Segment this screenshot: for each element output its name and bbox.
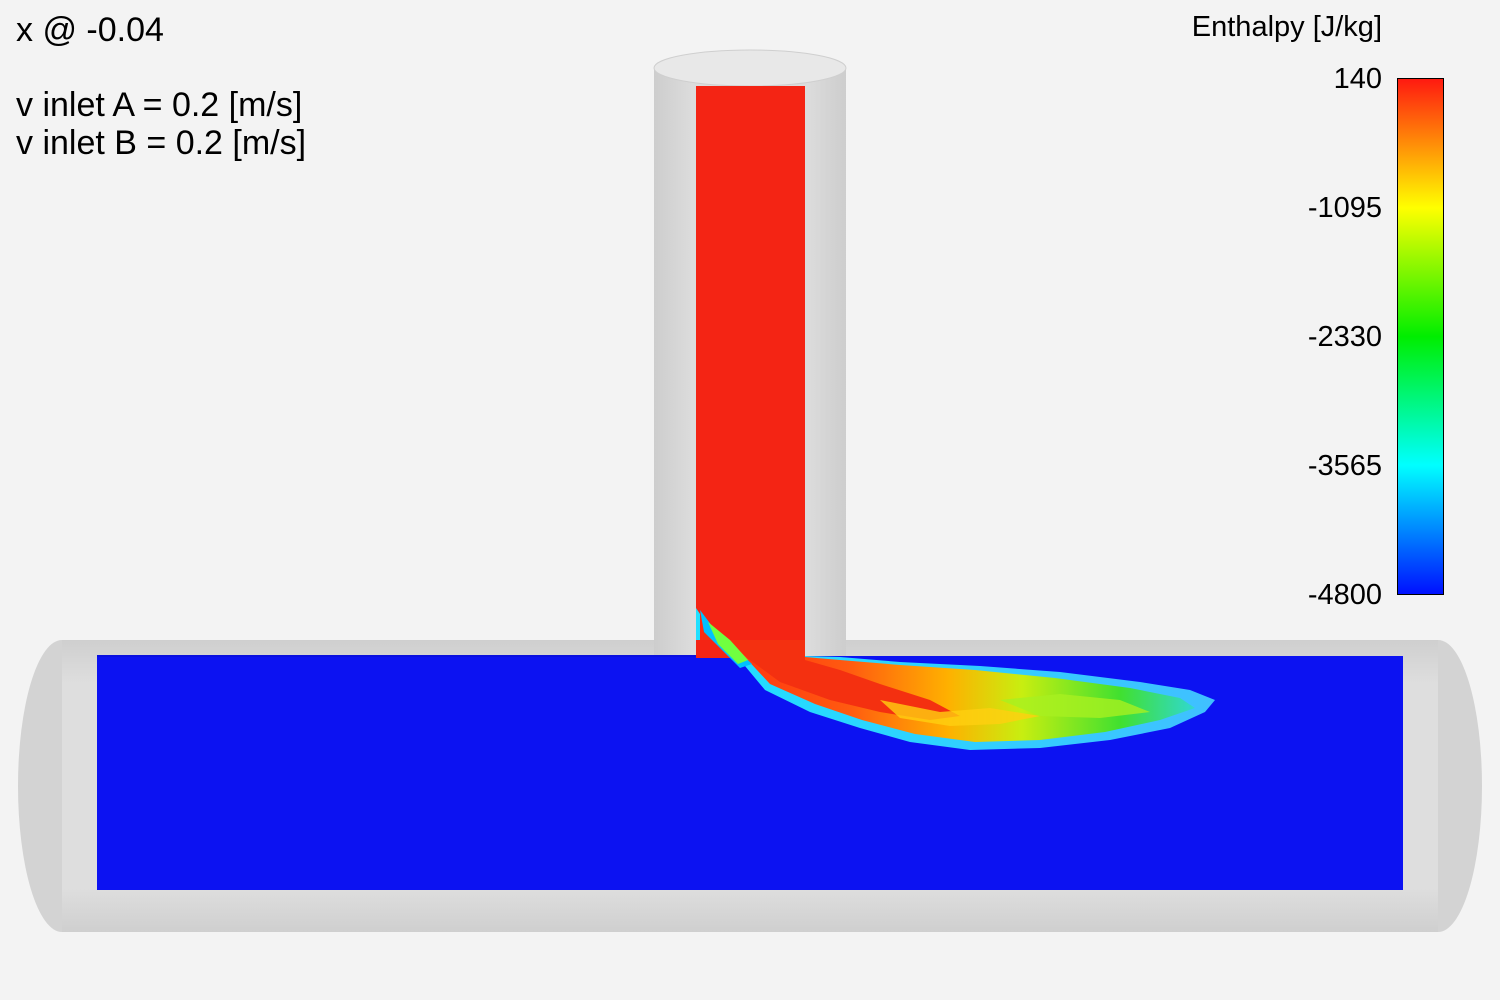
- inlet-a-velocity-label: v inlet A = 0.2 [m/s]: [16, 86, 303, 124]
- hot-fluid-region: [696, 86, 805, 658]
- colorbar: [1397, 78, 1444, 595]
- legend-tick-label: -2330: [1307, 321, 1382, 353]
- legend-tick-label: -4800: [1307, 579, 1382, 611]
- legend-tick-label: 140: [1333, 63, 1382, 95]
- legend-tick-label: -1095: [1307, 192, 1382, 224]
- legend-tick-label: -3565: [1307, 450, 1382, 482]
- legend-title: Enthalpy [J/kg]: [1191, 11, 1382, 43]
- cold-fluid-region: [97, 656, 1403, 890]
- mixing-plume: [696, 608, 1215, 750]
- slice-position-label: x @ -0.04: [16, 11, 164, 49]
- inlet-b-velocity-label: v inlet B = 0.2 [m/s]: [16, 124, 307, 162]
